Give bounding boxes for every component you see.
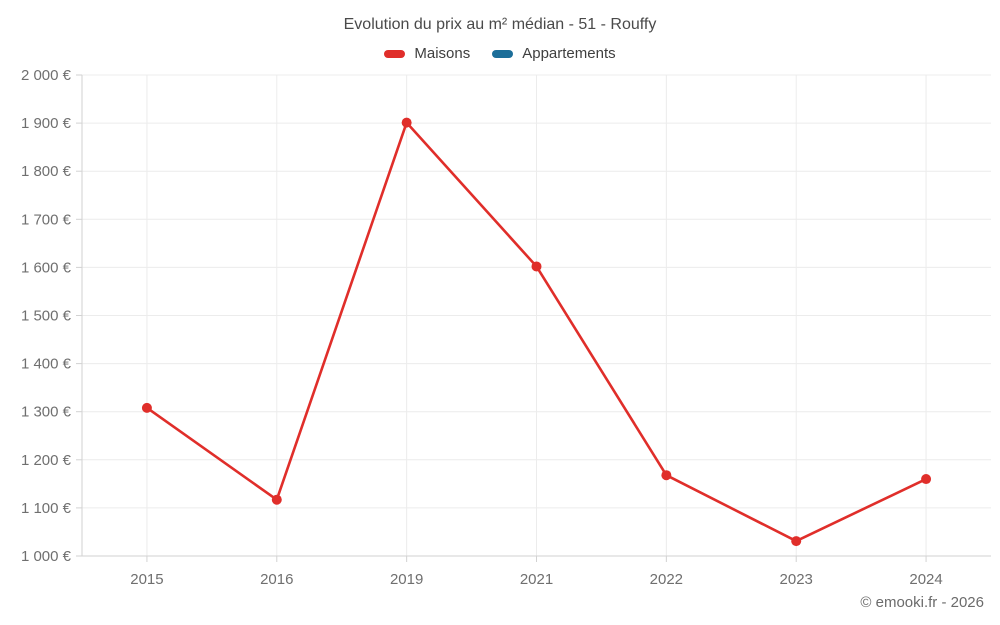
y-tick-label: 1 400 €: [21, 356, 72, 373]
x-tick-label: 2022: [650, 571, 683, 588]
data-point-maisons-2024[interactable]: 2024 : 1160 €: [921, 474, 932, 485]
data-point-maisons-2019[interactable]: 2019 : 1901 €: [401, 117, 412, 128]
x-tick-label: 2021: [520, 571, 553, 588]
copyright-attribution: © emooki.fr - 2026: [860, 594, 984, 611]
y-tick-label: 1 200 €: [21, 452, 72, 469]
legend-label-appartements: Appartements: [522, 45, 616, 62]
x-tick-label: 2015: [130, 571, 163, 588]
x-tick-label: 2024: [909, 571, 942, 588]
chart-legend: Maisons Appartements: [0, 45, 1000, 62]
appartements-color-swatch-icon: [492, 49, 514, 58]
y-tick-label: 1 900 €: [21, 115, 72, 132]
maisons-color-swatch-icon: [384, 49, 406, 58]
x-tick-label: 2016: [260, 571, 293, 588]
y-tick-label: 1 800 €: [21, 163, 72, 180]
legend-item-maisons[interactable]: Maisons: [384, 45, 470, 62]
chart-title: Evolution du prix au m² médian - 51 - Ro…: [343, 16, 657, 33]
y-tick-label: 1 300 €: [21, 404, 72, 421]
data-point-maisons-2016[interactable]: 2016 : 1117 €: [271, 494, 282, 505]
y-tick-label: 1 000 €: [21, 548, 72, 565]
data-point-maisons-2023[interactable]: 2023 : 1031 €: [791, 536, 802, 547]
legend-label-maisons: Maisons: [414, 45, 471, 62]
x-tick-label: 2023: [780, 571, 813, 588]
legend-item-appartements[interactable]: Appartements: [492, 45, 616, 62]
y-tick-label: 2 000 €: [21, 67, 72, 84]
x-tick-label: 2019: [390, 571, 423, 588]
data-point-maisons-2022[interactable]: 2022 : 1168 €: [661, 470, 672, 481]
y-tick-label: 1 500 €: [21, 308, 72, 325]
y-tick-label: 1 700 €: [21, 211, 72, 228]
y-tick-label: 1 600 €: [21, 259, 72, 276]
y-tick-label: 1 100 €: [21, 500, 72, 517]
data-point-maisons-2015[interactable]: 2015 : 1308 €: [141, 402, 152, 413]
data-point-maisons-2021[interactable]: 2021 : 1602 €: [531, 261, 542, 272]
